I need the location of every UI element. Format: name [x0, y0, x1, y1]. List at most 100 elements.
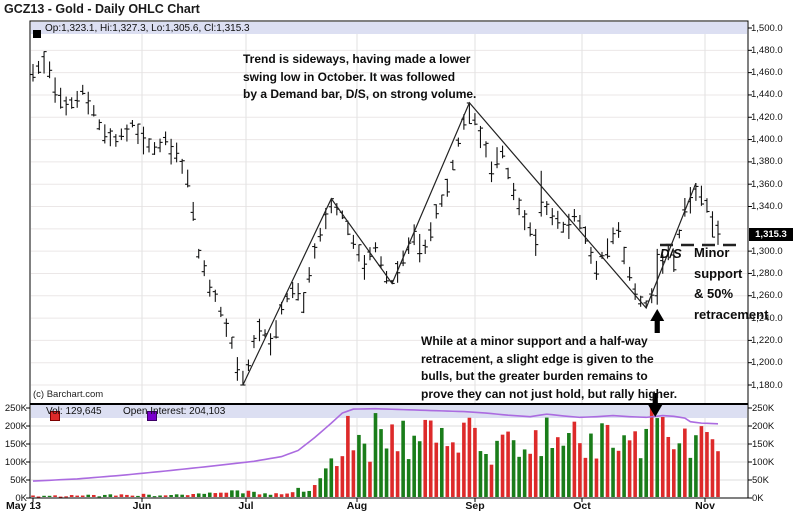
price-axis-label: 1,240.0 [751, 312, 783, 324]
volume-bar-up [478, 451, 483, 497]
ohlc-legend: Op:1,323.1, Hi:1,327.3, Lo:1,305.6, Cl:1… [45, 23, 250, 34]
burden-annotation-line: retracement, a slight edge is given to t… [421, 351, 654, 366]
price-axis-label: 1,300.0 [751, 245, 783, 257]
support-annotation-line: Minor [694, 245, 730, 260]
volume-bar-down [130, 495, 135, 497]
volume-axis-label-right: 0K [752, 492, 764, 504]
volume-bar-down [473, 427, 477, 497]
price-axis-label: 1,220.0 [751, 334, 783, 346]
volume-bar-down [445, 446, 450, 497]
volume-bar-up [550, 448, 555, 497]
volume-bar-down [578, 443, 582, 497]
volume-bar-down [246, 490, 251, 497]
price-axis-label: 1,420.0 [751, 111, 783, 123]
month-label: May 13 [6, 500, 42, 512]
open-interest-line [32, 407, 719, 482]
volume-bar-down [428, 420, 433, 497]
volume-bar-down [114, 495, 118, 497]
volume-bar-down [616, 450, 621, 497]
volume-bar-down [395, 451, 400, 497]
volume-bar-down [125, 494, 129, 497]
volume-axis-label-right: 50K [752, 474, 769, 486]
volume-bar-down [716, 451, 720, 497]
volume-bar-down [533, 430, 538, 497]
trend-annotation-line: by a Demand bar, D/S, on strong volume. [243, 87, 477, 101]
volume-bar-up [169, 495, 173, 497]
ohlc-series-marker-icon [33, 30, 41, 38]
volume-bar-up [511, 440, 516, 497]
price-axis-label: 1,340.0 [751, 201, 783, 212]
volume-bar-up [136, 495, 140, 497]
volume-bar-down [605, 424, 610, 497]
volume-bar-up [329, 458, 334, 497]
volume-bar-up [147, 494, 151, 497]
volume-series-marker-icon [50, 411, 61, 421]
volume-bar-down [219, 492, 223, 497]
volume-bar-down [213, 493, 218, 497]
volume-bar-down [64, 496, 68, 498]
volume-bar-up [301, 491, 306, 497]
burden-annotation-line: While at a minor support and a half-way [421, 334, 648, 348]
support-annotation-line: support [694, 265, 743, 281]
volume-bar-down [36, 496, 41, 498]
volume-bar-down [257, 494, 262, 497]
volume-bar-down [672, 449, 676, 497]
price-axis-label: 1,440.0 [751, 89, 783, 101]
volume-bar-up [384, 448, 389, 497]
up-arrow-icon [650, 309, 665, 333]
volume-bar-down [69, 495, 74, 497]
volume-bar-down [75, 495, 79, 497]
volume-axis-label-left: 100K [4, 456, 27, 468]
volume-bar-up [235, 490, 240, 497]
price-legend-strip [31, 22, 747, 34]
volume-axis-label-right: 200K [752, 420, 775, 432]
volume-bar-up [318, 478, 323, 497]
volume-bar-up [517, 456, 521, 497]
volume-legend-strip [31, 405, 747, 418]
volume-bar-down [141, 493, 146, 497]
volume-bar-down [53, 495, 57, 497]
volume-bar-up [522, 449, 527, 497]
support-annotation-line: retracement [694, 306, 769, 322]
volume-bar-up [539, 456, 544, 497]
volume-bar-up [622, 435, 626, 497]
volume-bar-up [401, 420, 405, 497]
volume-bar-down [185, 495, 190, 497]
open-interest-legend: Open Interest: 204,103 [123, 406, 226, 417]
volume-bar-up [561, 445, 566, 497]
volume-bar-up [296, 487, 300, 497]
demand-bar-label: D/S [660, 246, 682, 261]
volume-bar-up [86, 494, 91, 497]
volume-bar-down [555, 437, 560, 497]
price-axis-label: 1,180.0 [751, 379, 783, 391]
volume-bar-up [439, 427, 444, 497]
volume-legend: Vol: 129,645 [46, 406, 102, 417]
volume-axis-label-left: 200K [4, 420, 27, 432]
volume-bar-up [373, 413, 378, 497]
volume-bar-down [335, 466, 339, 497]
volume-bar-down [660, 417, 665, 497]
volume-bar-down [340, 456, 345, 497]
month-label: Aug [346, 500, 368, 512]
volume-bar-down [279, 494, 284, 497]
volume-bar-down [163, 495, 168, 497]
trend-annotation-line: Trend is sideways, having made a lower [243, 52, 471, 66]
volume-bar-down [666, 436, 671, 497]
price-axis-label: 1,200.0 [751, 357, 783, 369]
volume-bar-up [47, 495, 52, 497]
price-axis-label: 1,260.0 [751, 290, 783, 302]
volume-bar-down [119, 494, 124, 497]
volume-bar-down [80, 495, 85, 497]
volume-bar-down [191, 493, 196, 497]
volume-bar-down [633, 431, 637, 497]
volume-bar-down [506, 431, 510, 497]
price-axis-label: 1,460.0 [751, 67, 783, 79]
volume-bar-down [351, 450, 356, 497]
volume-bar-down [705, 432, 709, 497]
volume-bar-down [274, 493, 278, 497]
volume-bar-up [694, 435, 698, 497]
volume-bar-up [196, 493, 201, 497]
volume-bar-down [649, 406, 654, 497]
